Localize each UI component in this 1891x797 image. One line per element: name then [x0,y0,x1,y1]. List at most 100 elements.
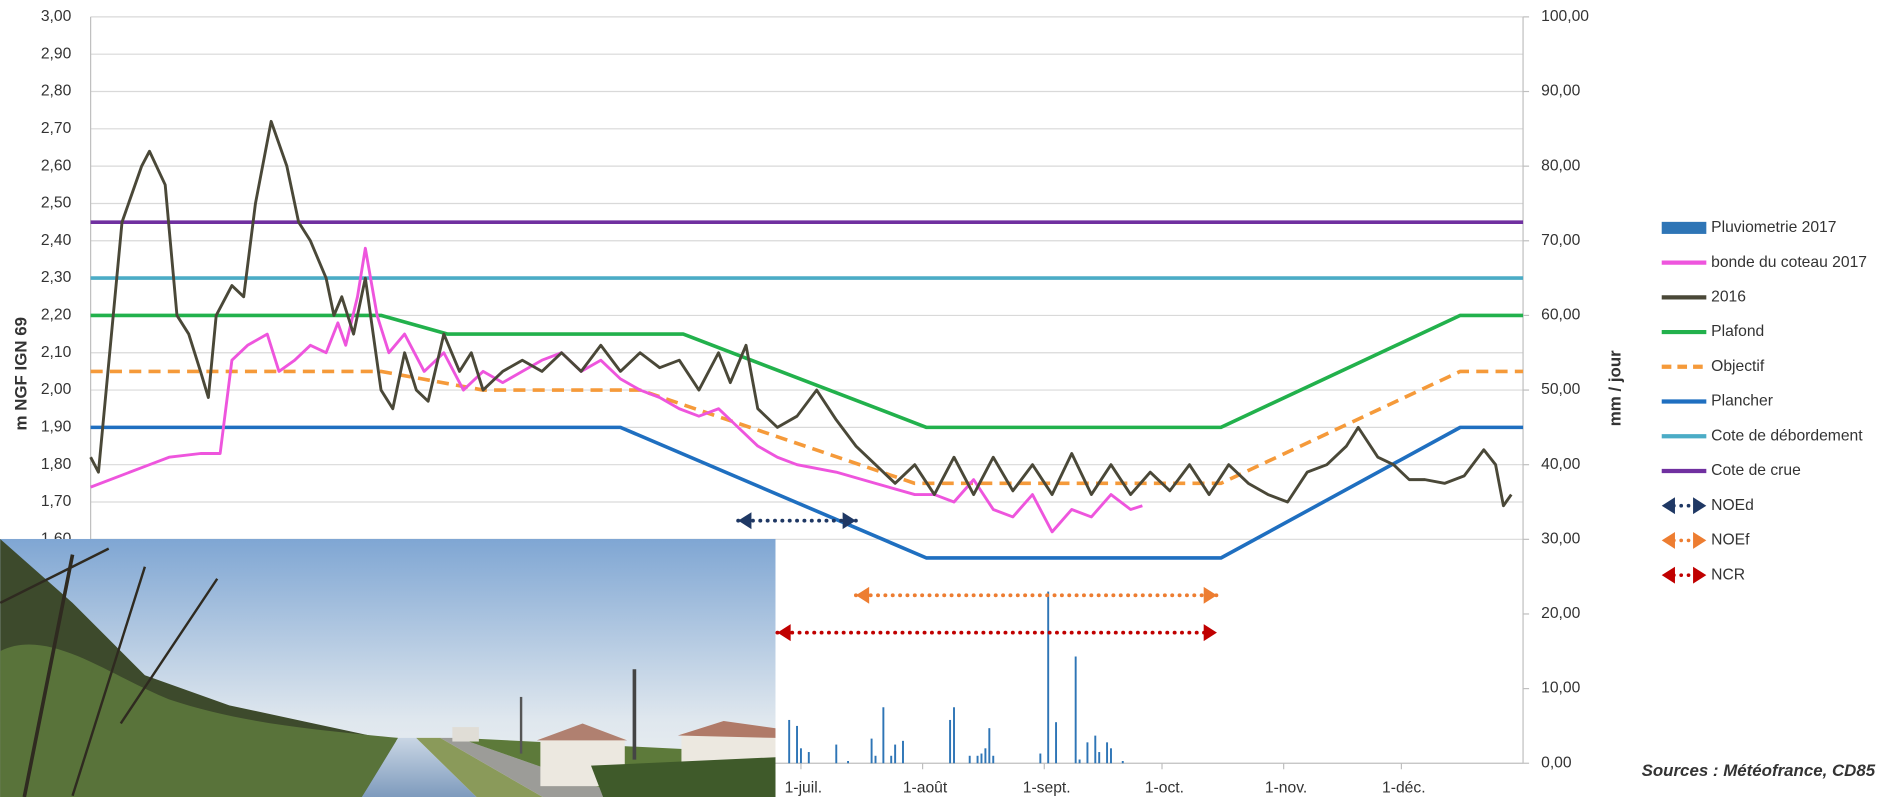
y-tick-label: 2,40 [41,232,72,249]
series-group [89,119,1513,508]
y2-tick-label: 0,00 [1541,754,1572,771]
legend: Pluviometrie 2017 bonde du coteau 2017 201… [1661,219,1867,584]
bar [953,707,955,764]
line-series [90,369,1524,486]
arrow-head [1203,624,1217,642]
arrow-head [1661,531,1675,549]
x-tick-label: 1-déc. [1382,780,1426,797]
bar [968,755,971,764]
y-tick-label: 2,10 [41,344,72,361]
y-tick-label: 2,80 [41,83,72,100]
series-group [853,586,1219,604]
legend-label: 2016 [1711,288,1746,305]
arrow-head [738,512,752,530]
bar [980,753,983,764]
y2-tick-label: 30,00 [1541,530,1580,547]
arrow-head [1693,531,1707,549]
bar [807,752,810,764]
y-axis-label: m NGF IGN 69 [11,317,30,430]
bar [1086,742,1089,764]
line-series [89,119,1513,508]
x-tick-label: 1-juil. [785,780,822,797]
y2-tick-label: 80,00 [1541,157,1580,174]
y2-tick-label: 90,00 [1541,83,1580,100]
bar [1094,735,1097,764]
legend-label: Plafond [1711,323,1764,340]
arrow-head [777,624,791,642]
y-tick-label: 1,70 [41,493,72,510]
arrow-head [1661,497,1675,515]
line-series [90,313,1524,430]
photo [0,538,776,797]
line-series [90,425,1524,560]
bar [894,744,897,764]
bar [1121,760,1124,764]
bar [796,725,798,764]
y2-tick-label: 60,00 [1541,307,1580,324]
legend-label: NOEd [1711,497,1754,514]
bar [976,755,979,764]
y2-tick-label: 100,00 [1541,8,1589,25]
bar [847,760,850,764]
x-tick-label: 1-sept. [1023,780,1071,797]
y2-axis-label: mm / jour [1605,350,1624,426]
legend-label: NOEf [1711,532,1750,549]
y2-tick-label: 40,00 [1541,456,1580,473]
bar [1078,759,1081,764]
series-group [90,369,1524,486]
bar [835,744,838,764]
bar [890,755,893,764]
y-tick-label: 2,20 [41,307,72,324]
y-tick-label: 2,90 [41,45,72,62]
bar [1110,748,1112,764]
legend-swatch [1661,221,1707,234]
bar [988,728,991,764]
legend-label: bonde du coteau 2017 [1711,254,1867,271]
y2-tick-label: 50,00 [1541,381,1580,398]
bar [1106,742,1109,764]
series-group [736,512,858,530]
arrow-head [1661,566,1675,584]
arrow-head [855,586,870,604]
x-tick-label: 1-nov. [1265,780,1307,797]
legend-label: Plancher [1711,393,1773,410]
arrow-head [1693,497,1707,515]
legend-label: Cote de crue [1711,462,1801,479]
y2-tick-label: 70,00 [1541,232,1580,249]
y-tick-label: 1,80 [41,456,72,473]
y-tick-label: 1,90 [41,419,72,436]
series-group [788,591,1124,764]
legend-label: NCR [1711,566,1745,583]
x-tick-label: 1-oct. [1145,780,1184,797]
bar [1039,753,1042,764]
legend-label: Pluviometrie 2017 [1711,219,1836,236]
y-tick-label: 2,70 [41,120,72,137]
bar [949,719,952,764]
bar [1055,722,1058,764]
y-tick-label: 3,00 [41,8,72,25]
bar [799,748,802,764]
bar [874,755,877,764]
bar [870,738,873,764]
source-note: Sources : Météofrance, CD85 [1642,761,1876,780]
y-tick-label: 2,30 [41,269,72,286]
bar [1074,656,1077,764]
bar [1098,752,1101,764]
bar [788,719,791,764]
plot-area: 1,601,701,801,902,002,102,202,302,402,50… [41,8,1589,797]
arrow-head [1203,586,1217,604]
bar [984,748,987,764]
bar [992,755,995,764]
bar [882,707,885,764]
arrow-head [842,512,856,530]
bar [902,740,904,764]
series-group [775,624,1219,642]
x-tick-label: 1-août [903,780,948,797]
y-tick-label: 2,50 [41,195,72,212]
y-tick-label: 2,00 [41,381,72,398]
y2-tick-label: 10,00 [1541,680,1580,697]
series-group [90,425,1524,560]
series-group [90,313,1524,430]
legend-label: Cote de débordement [1711,427,1863,444]
